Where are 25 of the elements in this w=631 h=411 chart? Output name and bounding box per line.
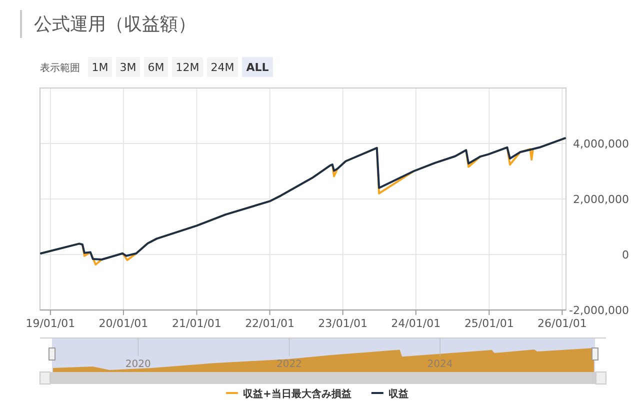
legend-label: 収益+当日最大含み損益 [243, 388, 352, 400]
x-tick-label: 20/01/01 [98, 317, 148, 330]
text: 24M [210, 61, 234, 74]
x-tick-label: 2024 [427, 359, 453, 370]
x-tick-label: 26/01/01 [537, 317, 587, 330]
x-tick-label: 22/01/01 [245, 317, 294, 330]
x-tick-label: 2022 [276, 359, 302, 370]
x-tick-label: 21/01/01 [172, 317, 222, 330]
x-tick-label: 19/01/01 [26, 317, 76, 330]
text: 6M [148, 61, 164, 74]
x-tick-label: 23/01/01 [318, 317, 368, 330]
x-tick-label: 24/01/01 [391, 317, 441, 330]
y-tick-label: 4,000,000 [573, 138, 629, 150]
y-tick-label: 2,000,000 [573, 193, 629, 206]
y-tick-label: -2,000,000 [569, 304, 629, 317]
text: 12M [176, 61, 200, 74]
text: 3M [120, 61, 136, 74]
y-tick-label: 0 [622, 248, 629, 262]
x-tick-label: 25/01/01 [464, 317, 514, 330]
text: 表示範囲 [40, 62, 80, 74]
legend-label: 収益 [388, 388, 408, 400]
text: 1M [92, 61, 108, 74]
text: ALL [246, 61, 269, 74]
x-tick-label: 2020 [125, 359, 151, 370]
chart-title: 公式運用（収益額） [34, 14, 196, 35]
